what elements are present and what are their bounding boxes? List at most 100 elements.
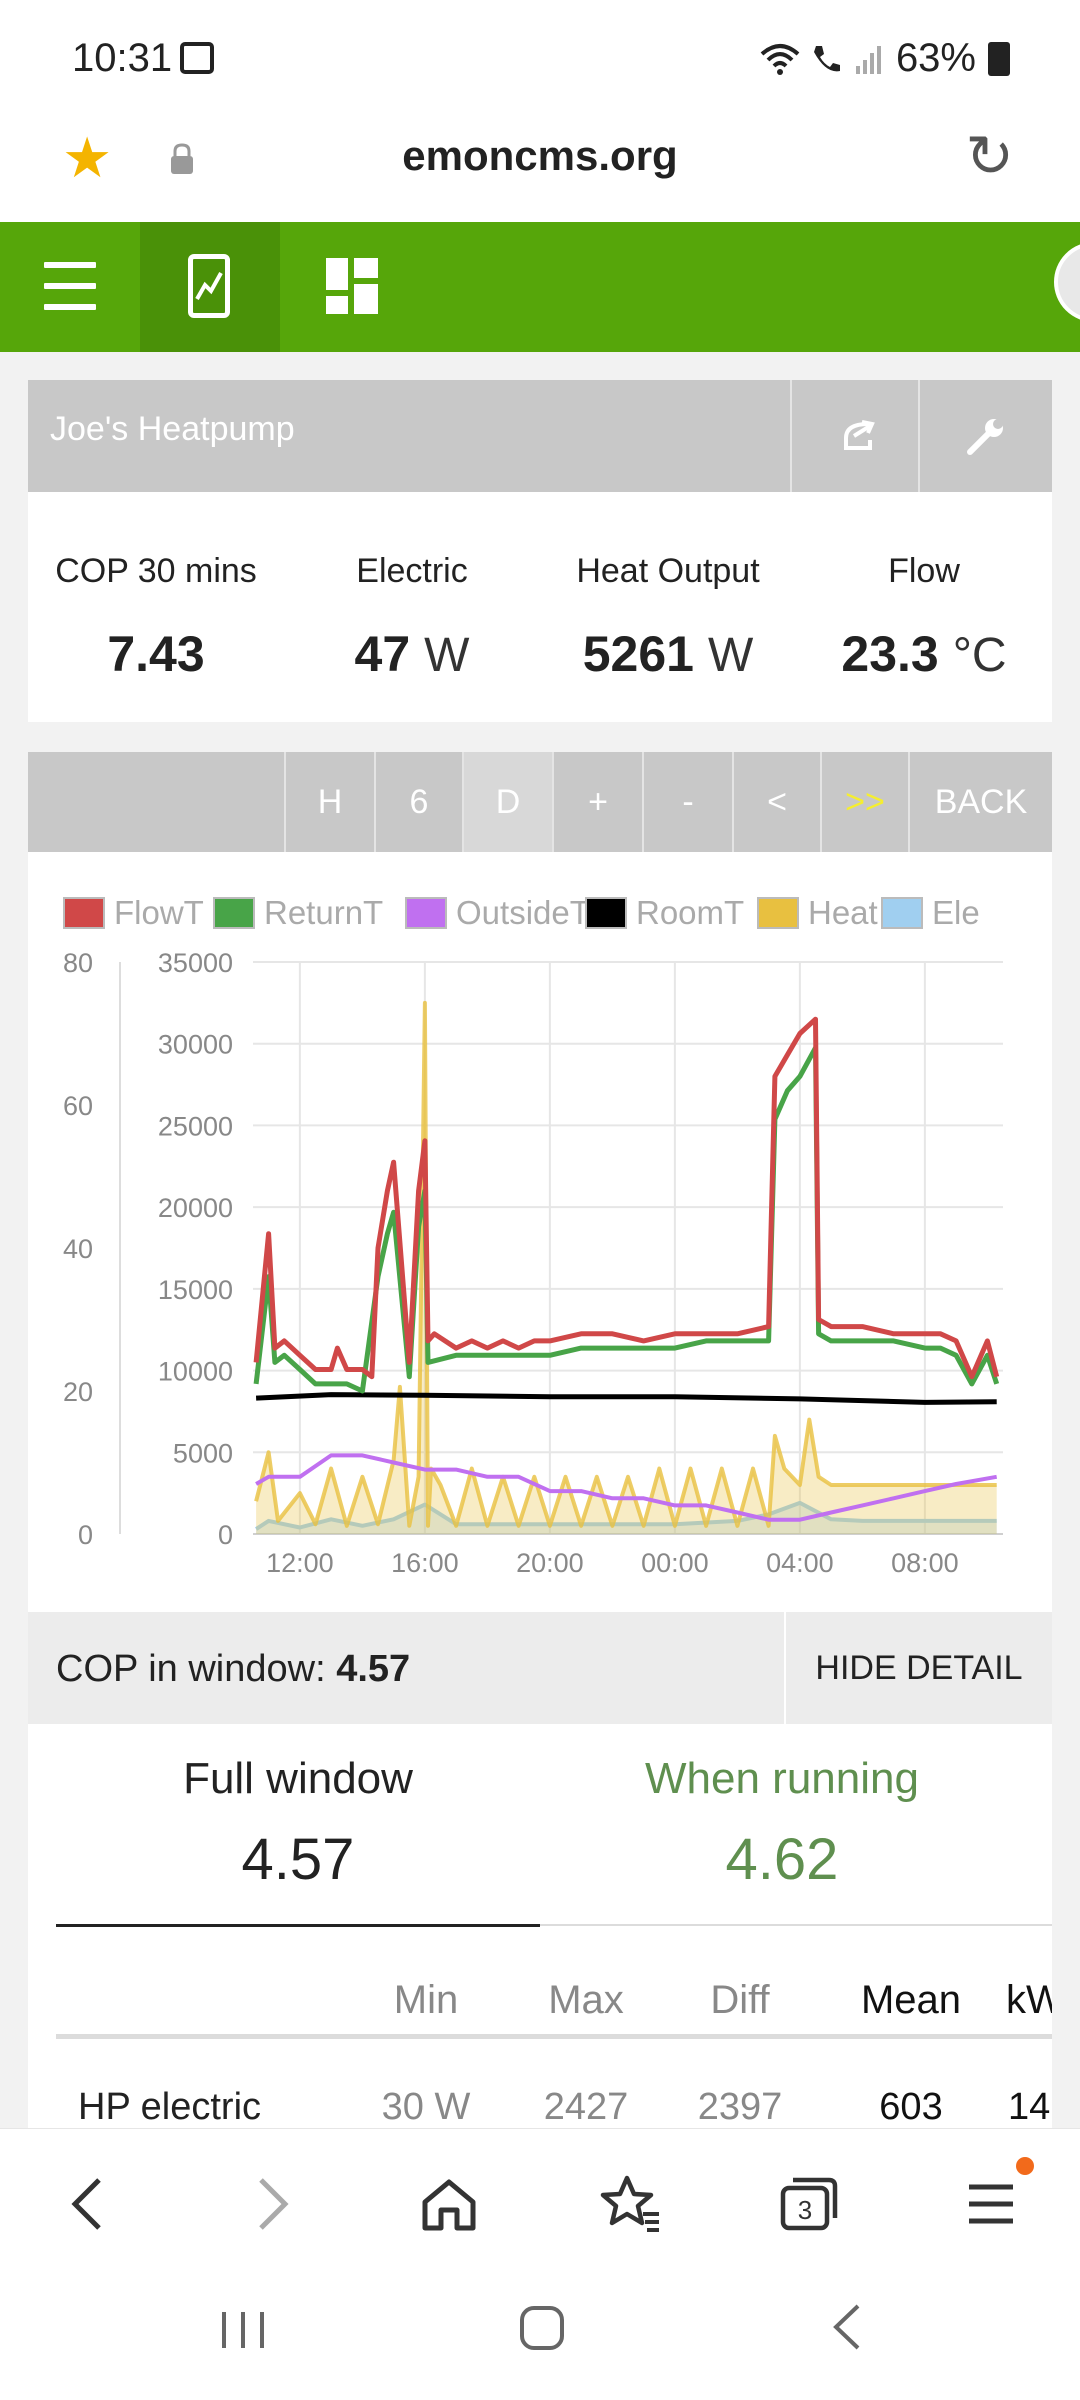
forward-chevron-icon[interactable] (228, 2159, 318, 2249)
x-tick: 04:00 (766, 1548, 834, 1578)
y-right-tick: 30000 (158, 1030, 233, 1060)
status-time: 10:31 (72, 36, 173, 80)
notification-dot (1016, 2157, 1034, 2175)
app-title-bar: Joe's Heatpump (28, 380, 1052, 492)
bookmarks-icon[interactable] (586, 2159, 676, 2249)
stat-label: Heat Output (576, 552, 760, 590)
legend-label: RoomT (636, 894, 744, 931)
range-6h-button[interactable]: 6 (374, 752, 462, 852)
stat-label: Flow (888, 552, 960, 590)
lock-icon[interactable] (168, 142, 196, 176)
y-right-tick: 10000 (158, 1357, 233, 1387)
full-window-label: Full window (183, 1754, 413, 1803)
cop-window-text: COP in window: 4.57 (56, 1648, 410, 1691)
detail-panel: Full window 4.57 When running 4.62 Min M… (28, 1724, 1052, 2128)
battery-percent: 63% (895, 36, 976, 80)
row-kwh: 14. (1008, 2086, 1052, 2128)
series-line-outsidet (255, 1453, 998, 1522)
col-max: Max (548, 1978, 624, 2022)
cop-window-value: 4.57 (336, 1648, 411, 1690)
reload-icon[interactable]: ↻ (965, 124, 1014, 189)
stat-cop: COP 30 mins 7.43 (28, 552, 284, 683)
series-line-returnt (253, 1045, 1000, 1394)
row-name: HP electric (78, 2086, 262, 2128)
col-diff: Diff (710, 1978, 770, 2022)
back-chevron-icon[interactable] (42, 2159, 132, 2249)
full-window-tab[interactable]: Full window 4.57 (56, 1754, 540, 1893)
browser-address-bar: ★ emoncms.org ↻ (0, 120, 1080, 220)
tabs-icon[interactable]: 3 (764, 2159, 854, 2249)
bookmark-star-icon[interactable]: ★ (62, 126, 113, 189)
stat-electric: Electric 47 W (284, 552, 540, 683)
when-running-tab[interactable]: When running 4.62 (540, 1754, 1024, 1893)
range-day-button[interactable]: D (462, 752, 552, 852)
table-header-line (56, 2034, 1052, 2039)
y-left-tick: 0 (78, 1520, 93, 1550)
recent-apps-icon[interactable] (218, 2300, 268, 2365)
graph-view-button[interactable] (140, 222, 280, 352)
browser-menu-icon[interactable] (946, 2159, 1036, 2249)
browser-bottom-nav: 3 (0, 2128, 1080, 2278)
share-button[interactable] (790, 380, 924, 492)
y-right-tick: 15000 (158, 1275, 233, 1305)
signal-icon (855, 45, 881, 74)
legend-swatch (63, 897, 105, 929)
legend-label: Heat (808, 894, 878, 931)
pan-left-button[interactable]: < (732, 752, 820, 852)
range-hour-button[interactable]: H (284, 752, 374, 852)
row-diff: 2397 (697, 2086, 783, 2128)
zoom-out-button[interactable]: - (642, 752, 732, 852)
x-tick: 20:00 (516, 1548, 584, 1578)
y-right-tick: 0 (218, 1520, 233, 1550)
y-right-tick: 20000 (158, 1193, 233, 1223)
gallery-notification-icon (180, 42, 214, 74)
heatpump-chart[interactable]: FlowT ReturnT OutsideT RoomT Heat Ele 0 5000 100… (28, 852, 1052, 1612)
hide-detail-button[interactable]: HIDE DETAIL (784, 1612, 1052, 1724)
stat-unit: °C (952, 629, 1007, 682)
legend-swatch (881, 897, 923, 929)
x-tick: 08:00 (891, 1548, 959, 1578)
pan-right-button[interactable]: >> (820, 752, 908, 852)
home-icon[interactable] (404, 2159, 494, 2249)
config-button[interactable] (918, 380, 1052, 492)
col-min: Min (393, 1978, 459, 2022)
system-back-icon[interactable] (828, 2300, 868, 2365)
graph-icon (188, 254, 230, 318)
url-text[interactable]: emoncms.org (402, 132, 678, 179)
status-right: 63% (760, 36, 1010, 81)
col-kwh: kW (1006, 1978, 1052, 2022)
stat-label: Electric (356, 552, 468, 590)
home-button-icon[interactable] (518, 2300, 566, 2365)
zoom-in-button[interactable]: + (552, 752, 642, 852)
row-mean: 603 (879, 2086, 943, 2128)
tab-underline-active (56, 1924, 540, 1927)
stat-value: 23.3 °C (841, 626, 1007, 682)
legend-label: Ele (932, 894, 980, 931)
series-line-flowt (253, 1016, 1000, 1380)
legend-swatch (757, 897, 799, 929)
hamburger-menu-icon[interactable] (44, 262, 96, 310)
stat-unit: W (424, 629, 470, 682)
x-tick: 12:00 (266, 1548, 334, 1578)
tab-underline (540, 1924, 1052, 1926)
stat-heat-output: Heat Output 5261 W (540, 552, 796, 683)
y-right-tick: 25000 (158, 1111, 233, 1141)
legend-swatch (585, 897, 627, 929)
legend-label: FlowT (114, 894, 204, 931)
app-title: Joe's Heatpump (50, 410, 295, 448)
legend-swatch (405, 897, 447, 929)
back-button[interactable]: BACK (908, 752, 1052, 852)
row-min: 30 W (381, 2086, 471, 2128)
share-icon (844, 420, 875, 450)
wrench-icon (967, 419, 1003, 455)
stat-flow: Flow 23.3 °C (796, 552, 1052, 683)
row-max: 2427 (543, 2086, 629, 2128)
legend-label: OutsideT (456, 894, 590, 931)
dashboard-icon[interactable] (326, 258, 378, 314)
live-stats-panel: COP 30 mins 7.43 Electric 47 W Heat Outpu… (28, 492, 1052, 722)
wifi-icon (760, 43, 800, 75)
y-left-tick: 80 (63, 948, 93, 978)
y-right-tick: 5000 (173, 1438, 233, 1468)
full-window-value: 4.57 (241, 1827, 355, 1892)
legend-swatch (213, 897, 255, 929)
